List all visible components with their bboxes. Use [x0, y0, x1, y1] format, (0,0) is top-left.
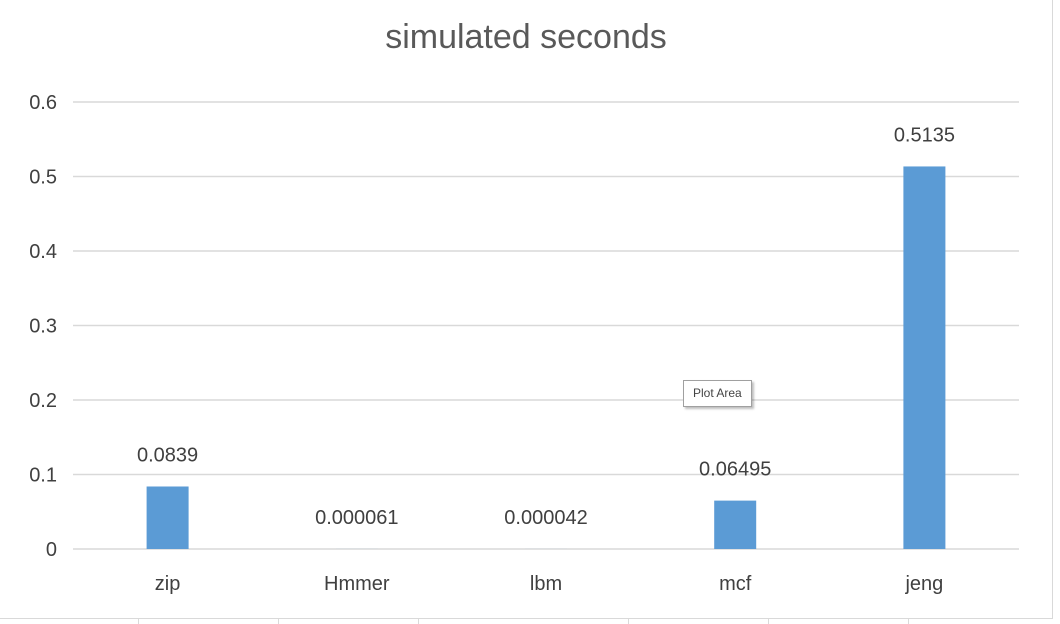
- y-tick-label[interactable]: 0.3: [29, 316, 57, 338]
- data-label-lbm[interactable]: 0.000042: [504, 507, 587, 529]
- bar-zip[interactable]: [146, 486, 189, 549]
- bar-jeng[interactable]: [903, 166, 946, 549]
- x-tick-label-lbm[interactable]: lbm: [530, 573, 562, 595]
- chart-title[interactable]: simulated seconds: [385, 18, 667, 56]
- data-label-mcf[interactable]: 0.06495: [699, 459, 771, 481]
- y-tick-label[interactable]: 0.2: [29, 390, 57, 412]
- bars[interactable]: [146, 166, 946, 549]
- bar-mcf[interactable]: [714, 500, 757, 549]
- x-tick-label-mcf[interactable]: mcf: [719, 573, 752, 595]
- x-tick-label-jeng[interactable]: jeng: [904, 573, 943, 595]
- data-labels[interactable]: 0.0839 0.000061 0.000042 0.06495 0.5135: [137, 124, 955, 529]
- y-tick-label[interactable]: 0.4: [29, 241, 57, 263]
- y-tick-label[interactable]: 0.6: [29, 92, 57, 114]
- y-tick-label[interactable]: 0.1: [29, 465, 57, 487]
- gridlines: [73, 101, 1019, 550]
- x-axis-tick-labels[interactable]: zip Hmmer lbm mcf jeng: [155, 573, 943, 595]
- data-label-hmmer[interactable]: 0.000061: [315, 507, 398, 529]
- plot-area-tooltip: Plot Area: [683, 380, 752, 407]
- y-tick-label[interactable]: 0: [46, 539, 57, 561]
- data-label-zip[interactable]: 0.0839: [137, 444, 198, 466]
- x-tick-label-hmmer[interactable]: Hmmer: [324, 573, 390, 595]
- y-tick-label[interactable]: 0.5: [29, 167, 57, 189]
- x-tick-label-zip[interactable]: zip: [155, 573, 181, 595]
- data-label-jeng[interactable]: 0.5135: [894, 124, 955, 146]
- y-axis-tick-labels[interactable]: 0 0.1 0.2 0.3 0.4 0.5 0.6: [29, 92, 57, 561]
